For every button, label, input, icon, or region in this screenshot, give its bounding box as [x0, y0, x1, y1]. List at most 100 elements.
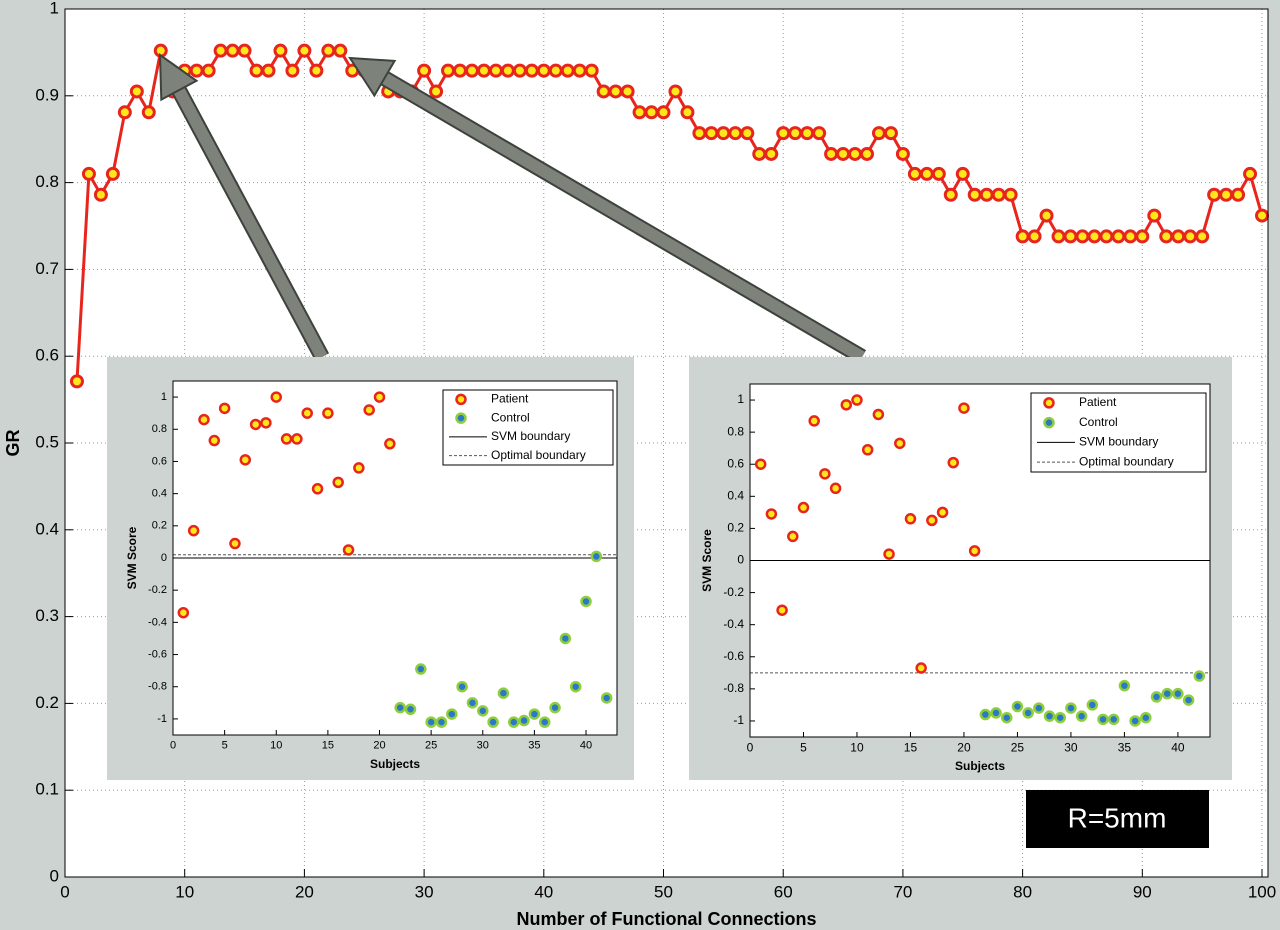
point	[752, 146, 767, 161]
point	[466, 697, 479, 709]
point	[1099, 229, 1114, 244]
point	[692, 126, 707, 141]
point	[1140, 711, 1152, 724]
point	[415, 663, 427, 675]
point	[1097, 713, 1109, 726]
x-tick-label: 5	[800, 741, 807, 755]
y-tick-label: -0.6	[148, 648, 167, 660]
point	[1135, 229, 1150, 244]
point	[584, 63, 599, 78]
point	[1054, 711, 1066, 724]
x-tick-label: 5	[222, 739, 228, 751]
point	[425, 716, 437, 728]
point	[740, 126, 755, 141]
y-tick-label: -0.6	[723, 649, 744, 663]
point	[851, 394, 863, 406]
point	[824, 146, 839, 161]
point	[321, 43, 336, 58]
point	[1000, 711, 1013, 724]
point	[907, 166, 922, 181]
legend-label: Control	[1079, 415, 1118, 429]
point	[394, 701, 406, 714]
point	[1086, 699, 1099, 711]
point	[776, 126, 791, 141]
point	[105, 166, 120, 181]
y-tick-label: 1	[737, 392, 744, 406]
y-tick-label: -0.4	[148, 616, 167, 628]
y-tick-label: 0.8	[35, 172, 59, 191]
point	[979, 187, 994, 202]
x-tick-label: 35	[528, 739, 540, 751]
plot-frame	[749, 383, 1211, 738]
point	[69, 374, 84, 389]
point	[404, 703, 417, 716]
point	[446, 708, 458, 720]
x-tick-label: 40	[580, 739, 592, 751]
point	[943, 187, 958, 202]
point	[333, 43, 348, 58]
x-tick-label: 35	[1118, 741, 1132, 755]
arrows	[158, 53, 867, 364]
x-axis-label: Subjects	[370, 757, 420, 771]
point	[1147, 208, 1162, 223]
y-tick-label: -1	[733, 713, 744, 727]
point	[518, 714, 530, 727]
y-tick-label: 0.6	[152, 455, 167, 467]
legend-marker	[1043, 416, 1055, 429]
x-tick-label: 100	[1248, 883, 1276, 902]
legend-marker	[455, 412, 467, 424]
point	[812, 126, 827, 141]
point	[754, 458, 767, 470]
y-tick-label: 0.6	[727, 456, 744, 470]
point	[435, 716, 448, 728]
point	[600, 692, 613, 704]
point	[608, 84, 623, 99]
inset-plot: -1-0.8-0.6-0.4-0.200.20.40.60.810 5 10 15 20…	[125, 380, 618, 771]
point	[249, 63, 264, 78]
legend-label: SVM boundary	[1079, 435, 1158, 449]
point	[787, 530, 799, 543]
x-tick-label: 10	[850, 741, 864, 755]
legend-marker	[1043, 397, 1055, 409]
point	[819, 468, 831, 480]
point	[931, 166, 946, 181]
y-axis-label: SVM Score	[125, 526, 139, 589]
y-tick-label: -1	[157, 713, 167, 725]
point	[990, 707, 1002, 719]
point	[81, 166, 96, 181]
point	[488, 63, 503, 78]
point	[883, 126, 898, 141]
point	[1043, 710, 1056, 722]
point	[926, 514, 938, 527]
point	[417, 63, 432, 78]
point	[441, 63, 456, 78]
point	[1087, 229, 1102, 244]
point	[237, 43, 252, 58]
point	[384, 438, 396, 450]
point	[177, 606, 190, 619]
x-tick-label: 40	[534, 883, 553, 902]
point	[895, 146, 910, 161]
y-tick-label: 0.4	[727, 488, 744, 502]
point	[1243, 166, 1258, 181]
x-tick-label: 40	[1171, 741, 1185, 755]
x-tick-label: 60	[774, 883, 793, 902]
x-axis-label: Number of Functional Connections	[517, 909, 817, 929]
point	[632, 105, 647, 120]
point	[1193, 670, 1206, 682]
point	[1118, 679, 1131, 692]
point	[1003, 187, 1018, 202]
point	[860, 146, 874, 161]
x-tick-label: 50	[654, 883, 673, 902]
point	[260, 417, 272, 429]
point	[958, 402, 970, 414]
point	[249, 418, 262, 431]
arrow-head	[158, 53, 199, 102]
point	[218, 402, 231, 415]
y-tick-label: 0.5	[35, 432, 59, 451]
y-tick-label: 0.2	[35, 693, 59, 712]
point	[429, 84, 444, 99]
point	[476, 63, 491, 78]
point	[261, 63, 276, 78]
point	[800, 126, 815, 141]
